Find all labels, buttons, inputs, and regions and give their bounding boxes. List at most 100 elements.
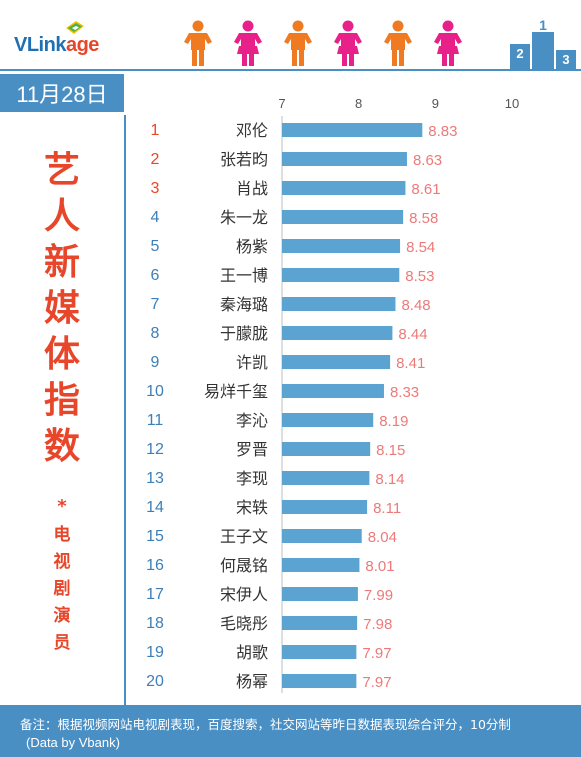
bar [282, 413, 374, 427]
rank-label: 5 [151, 238, 160, 255]
value-label: 8.53 [405, 268, 434, 285]
footer-note-text: 备注：根据视频网站电视剧表现，百度搜索，社交网站等昨日数据表现综合评分，10分制 [20, 717, 511, 732]
category-label: 杨紫 [236, 237, 268, 256]
title-char: 指 [43, 380, 80, 421]
value-label: 8.83 [428, 123, 457, 140]
bar [282, 326, 393, 340]
rank-label: 10 [146, 383, 164, 400]
category-label: 杨幂 [236, 672, 268, 691]
bar [282, 239, 401, 253]
podium-icon: 2 1 3 [510, 18, 576, 70]
rank-label: 14 [146, 499, 164, 516]
title-char: 数 [43, 426, 80, 467]
category-label: 王一博 [220, 266, 268, 285]
svg-text:2: 2 [516, 46, 523, 61]
bar [282, 355, 391, 369]
vlinkage-logo[interactable]: VLinkage [14, 34, 99, 56]
value-label: 8.48 [401, 297, 430, 314]
male-figure-icon [184, 20, 212, 66]
footer-source-text: (Data by Vbank) [26, 735, 120, 750]
category-label: 朱一龙 [220, 208, 268, 227]
rank-label: 16 [146, 557, 164, 574]
value-label: 8.54 [406, 239, 435, 256]
bar [282, 384, 384, 398]
bar [282, 297, 396, 311]
title-char: 人 [43, 196, 80, 237]
rank-label: 18 [146, 615, 164, 632]
value-label: 8.15 [376, 442, 405, 459]
subtitle-char: 视 [53, 552, 71, 572]
date-badge: 11月28日 [0, 74, 124, 112]
bar [282, 587, 358, 601]
x-tick-label: 10 [505, 96, 519, 111]
category-label: 秦海璐 [220, 295, 268, 314]
x-tick-label: 9 [432, 96, 439, 111]
bar [282, 181, 406, 195]
category-label: 宋伊人 [220, 585, 268, 604]
bar [282, 500, 368, 514]
value-label: 7.97 [362, 674, 391, 691]
rank-label: 19 [146, 644, 164, 661]
bar [282, 471, 370, 485]
value-label: 7.98 [363, 616, 392, 633]
value-label: 8.33 [390, 384, 419, 401]
rank-label: 3 [151, 180, 160, 197]
rank-label: 12 [146, 441, 164, 458]
subtitle-char: 剧 [53, 579, 71, 599]
rank-label: 2 [151, 151, 160, 168]
category-label: 李现 [236, 469, 268, 488]
category-label: 罗晋 [236, 440, 268, 459]
subtitle-char: 员 [53, 633, 71, 653]
female-figure-icon [234, 20, 262, 66]
header: VLinkage 2 1 3 [0, 0, 581, 70]
rank-label: 4 [151, 209, 160, 226]
category-label: 王子文 [220, 527, 268, 546]
rank-label: 8 [151, 325, 160, 342]
title-char: 艺 [43, 150, 80, 191]
bar [282, 674, 357, 688]
bar [282, 616, 358, 630]
male-figure-icon [284, 20, 312, 66]
value-label: 8.14 [375, 471, 404, 488]
bar [282, 268, 400, 282]
male-figure-icon [384, 20, 412, 66]
subtitle-char: 演 [53, 606, 71, 626]
x-tick-label: 8 [355, 96, 362, 111]
value-label: 8.58 [409, 210, 438, 227]
value-label: 8.44 [398, 326, 427, 343]
bar [282, 152, 407, 166]
rank-label: 11 [147, 412, 164, 429]
title-asterisk: * [57, 496, 67, 517]
category-label: 肖战 [236, 179, 268, 198]
category-label: 邓伦 [236, 121, 268, 140]
rank-label: 13 [146, 470, 164, 487]
title-char: 体 [43, 334, 80, 375]
bar [282, 558, 360, 572]
x-tick-label: 7 [278, 96, 285, 111]
value-label: 8.41 [396, 355, 425, 372]
title-char: 新 [43, 242, 80, 283]
category-label: 于朦胧 [220, 324, 268, 343]
value-label: 7.99 [364, 587, 393, 604]
bar [282, 529, 362, 543]
category-label: 毛晓彤 [220, 614, 268, 633]
category-label: 胡歌 [236, 643, 268, 662]
rank-label: 15 [146, 528, 164, 545]
bar-chart: 7 8 9 10 1 邓伦 8.83 2 张若昀 8.63 3 肖战 8.61 4 朱一龙 8.58 5 杨紫 8.… [146, 96, 519, 693]
header-divider [0, 69, 581, 71]
chart-title: 艺 人 新 媒 体 指 数 [0, 148, 124, 470]
rank-label: 7 [151, 296, 160, 313]
subtitle-char: 电 [53, 525, 71, 545]
female-figure-icon [434, 20, 462, 66]
bar [282, 645, 357, 659]
category-label: 张若昀 [220, 150, 268, 169]
chart-subtitle: 电 视 剧 演 员 [0, 522, 124, 657]
category-label: 易烊千玺 [204, 382, 268, 401]
value-label: 8.11 [373, 500, 401, 517]
category-label: 许凯 [236, 353, 268, 372]
rank-label: 6 [151, 267, 160, 284]
rank-label: 17 [146, 586, 164, 603]
value-label: 8.01 [365, 558, 394, 575]
title-char: 媒 [43, 288, 80, 329]
rank-label: 9 [151, 354, 160, 371]
